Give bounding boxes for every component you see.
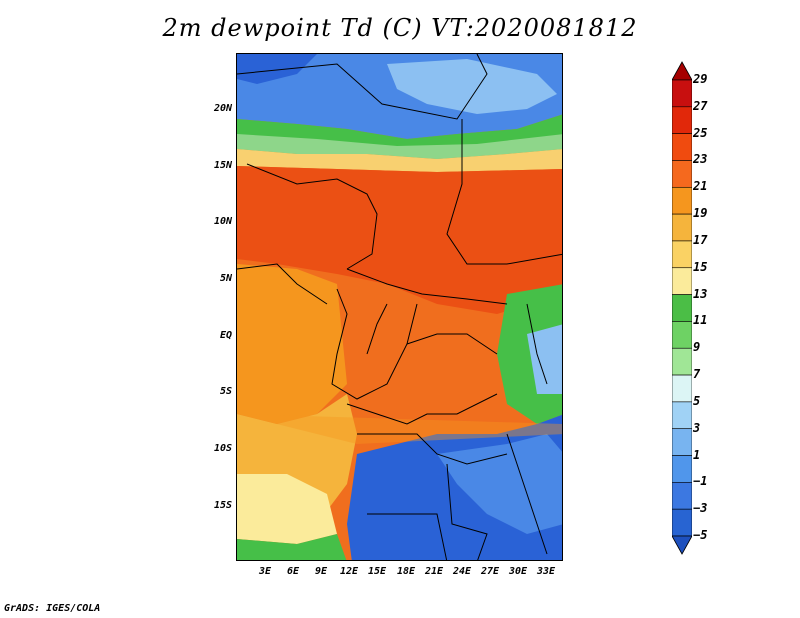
colorbar-cell bbox=[672, 374, 692, 403]
colorbar-label: 19 bbox=[693, 206, 708, 221]
colorbar-cell bbox=[672, 106, 692, 134]
dewpoint-map bbox=[237, 54, 562, 560]
x-tick-label: 30E bbox=[508, 566, 528, 577]
colorbar-cell bbox=[672, 133, 692, 161]
y-tick-label: 5S bbox=[219, 386, 232, 397]
colorbar-label: 27 bbox=[693, 98, 708, 113]
field-light-blue bbox=[387, 59, 557, 114]
y-tick-label: EQ bbox=[219, 330, 232, 341]
colorbar-cell bbox=[672, 455, 692, 483]
y-tick-label: 15N bbox=[213, 160, 232, 171]
field-yellow-band bbox=[237, 149, 562, 172]
x-tick-label: 9E bbox=[314, 566, 328, 577]
field-green-sw bbox=[237, 534, 347, 560]
colorbar-cell bbox=[672, 160, 692, 188]
colorbar-label: 13 bbox=[693, 286, 708, 301]
colorbar-label: −3 bbox=[693, 501, 708, 516]
field-transition bbox=[237, 414, 562, 444]
x-tick-label: 27E bbox=[480, 566, 500, 577]
colorbar-cell bbox=[672, 321, 692, 349]
chart-title: 2m dewpoint Td (C) VT:2020081812 bbox=[162, 14, 638, 42]
colorbar-label: −1 bbox=[693, 474, 708, 489]
colorbar-label: 11 bbox=[693, 313, 708, 328]
field-orange-sw bbox=[237, 264, 347, 424]
field-deep-blue-nw bbox=[237, 54, 317, 84]
colorbar-cell bbox=[672, 347, 692, 376]
map-plot-area bbox=[236, 53, 563, 561]
y-tick-label: 5N bbox=[219, 273, 232, 284]
colorbar-cell bbox=[672, 79, 692, 108]
y-tick-label: 10S bbox=[213, 443, 232, 454]
colorbar-bottom-arrow bbox=[672, 535, 692, 555]
colorbar-label: 9 bbox=[693, 340, 701, 355]
y-tick-label: 20N bbox=[213, 103, 232, 114]
colorbar-label: 15 bbox=[693, 259, 708, 274]
y-tick-label: 10N bbox=[213, 216, 232, 227]
colorbar-cell bbox=[672, 240, 692, 269]
colorbar-label: −5 bbox=[693, 528, 708, 542]
colorbar-label: 7 bbox=[693, 367, 701, 382]
field-blue-south bbox=[437, 434, 562, 534]
colorbar-label: 29 bbox=[693, 72, 708, 86]
colorbar-cell bbox=[672, 186, 692, 215]
colorbar-cell bbox=[672, 482, 692, 510]
colorbar-label: 23 bbox=[693, 152, 708, 167]
x-tick-label: 3E bbox=[258, 566, 272, 577]
colorbar-cell bbox=[672, 428, 692, 456]
colorbar-label: 3 bbox=[693, 420, 701, 435]
colorbar-cell bbox=[672, 267, 692, 295]
x-tick-label: 33E bbox=[536, 566, 556, 577]
x-tick-label: 12E bbox=[339, 566, 359, 577]
colorbar-cell bbox=[672, 294, 692, 322]
field-light-green bbox=[237, 134, 562, 159]
field-pale-yellow bbox=[237, 474, 337, 544]
y-tick-label: 15S bbox=[213, 500, 232, 511]
colorbar-label: 5 bbox=[693, 393, 701, 408]
colorbar-cell bbox=[672, 213, 692, 242]
colorbar-label: 25 bbox=[693, 125, 708, 140]
x-tick-label: 18E bbox=[396, 566, 416, 577]
x-tick-label: 15E bbox=[367, 566, 387, 577]
colorbar-label: 1 bbox=[693, 447, 701, 462]
colorbar-top-arrow bbox=[672, 61, 692, 81]
country-borders bbox=[237, 54, 562, 560]
colorbar-label: 21 bbox=[693, 179, 708, 194]
colorbar bbox=[672, 61, 692, 555]
colorbar-cell bbox=[672, 508, 692, 537]
credit-text: GrADS: IGES/COLA bbox=[4, 603, 101, 614]
field-east-light-blue bbox=[527, 324, 562, 394]
x-tick-label: 24E bbox=[452, 566, 472, 577]
colorbar-cell bbox=[672, 401, 692, 430]
field-red-orange bbox=[237, 166, 562, 314]
x-tick-label: 21E bbox=[424, 566, 444, 577]
colorbar-label: 17 bbox=[693, 232, 708, 247]
x-tick-label: 6E bbox=[286, 566, 300, 577]
